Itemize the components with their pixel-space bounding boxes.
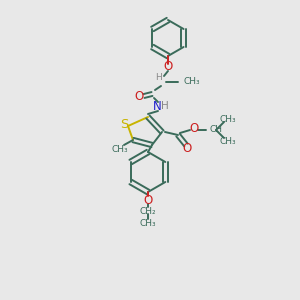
Text: H: H (154, 74, 161, 82)
Text: CH: CH (209, 124, 222, 134)
Text: CH₃: CH₃ (112, 146, 128, 154)
Text: O: O (143, 194, 153, 206)
Text: CH₂: CH₂ (140, 206, 156, 215)
Text: CH₃: CH₃ (220, 115, 236, 124)
Text: O: O (134, 89, 144, 103)
Text: O: O (182, 142, 192, 155)
Text: CH₃: CH₃ (183, 77, 200, 86)
Text: O: O (189, 122, 199, 136)
Text: S: S (120, 118, 128, 131)
Text: CH₃: CH₃ (220, 136, 236, 146)
Text: H: H (161, 101, 169, 111)
Text: N: N (153, 100, 161, 112)
Text: CH₃: CH₃ (140, 220, 156, 229)
Text: O: O (164, 61, 172, 74)
